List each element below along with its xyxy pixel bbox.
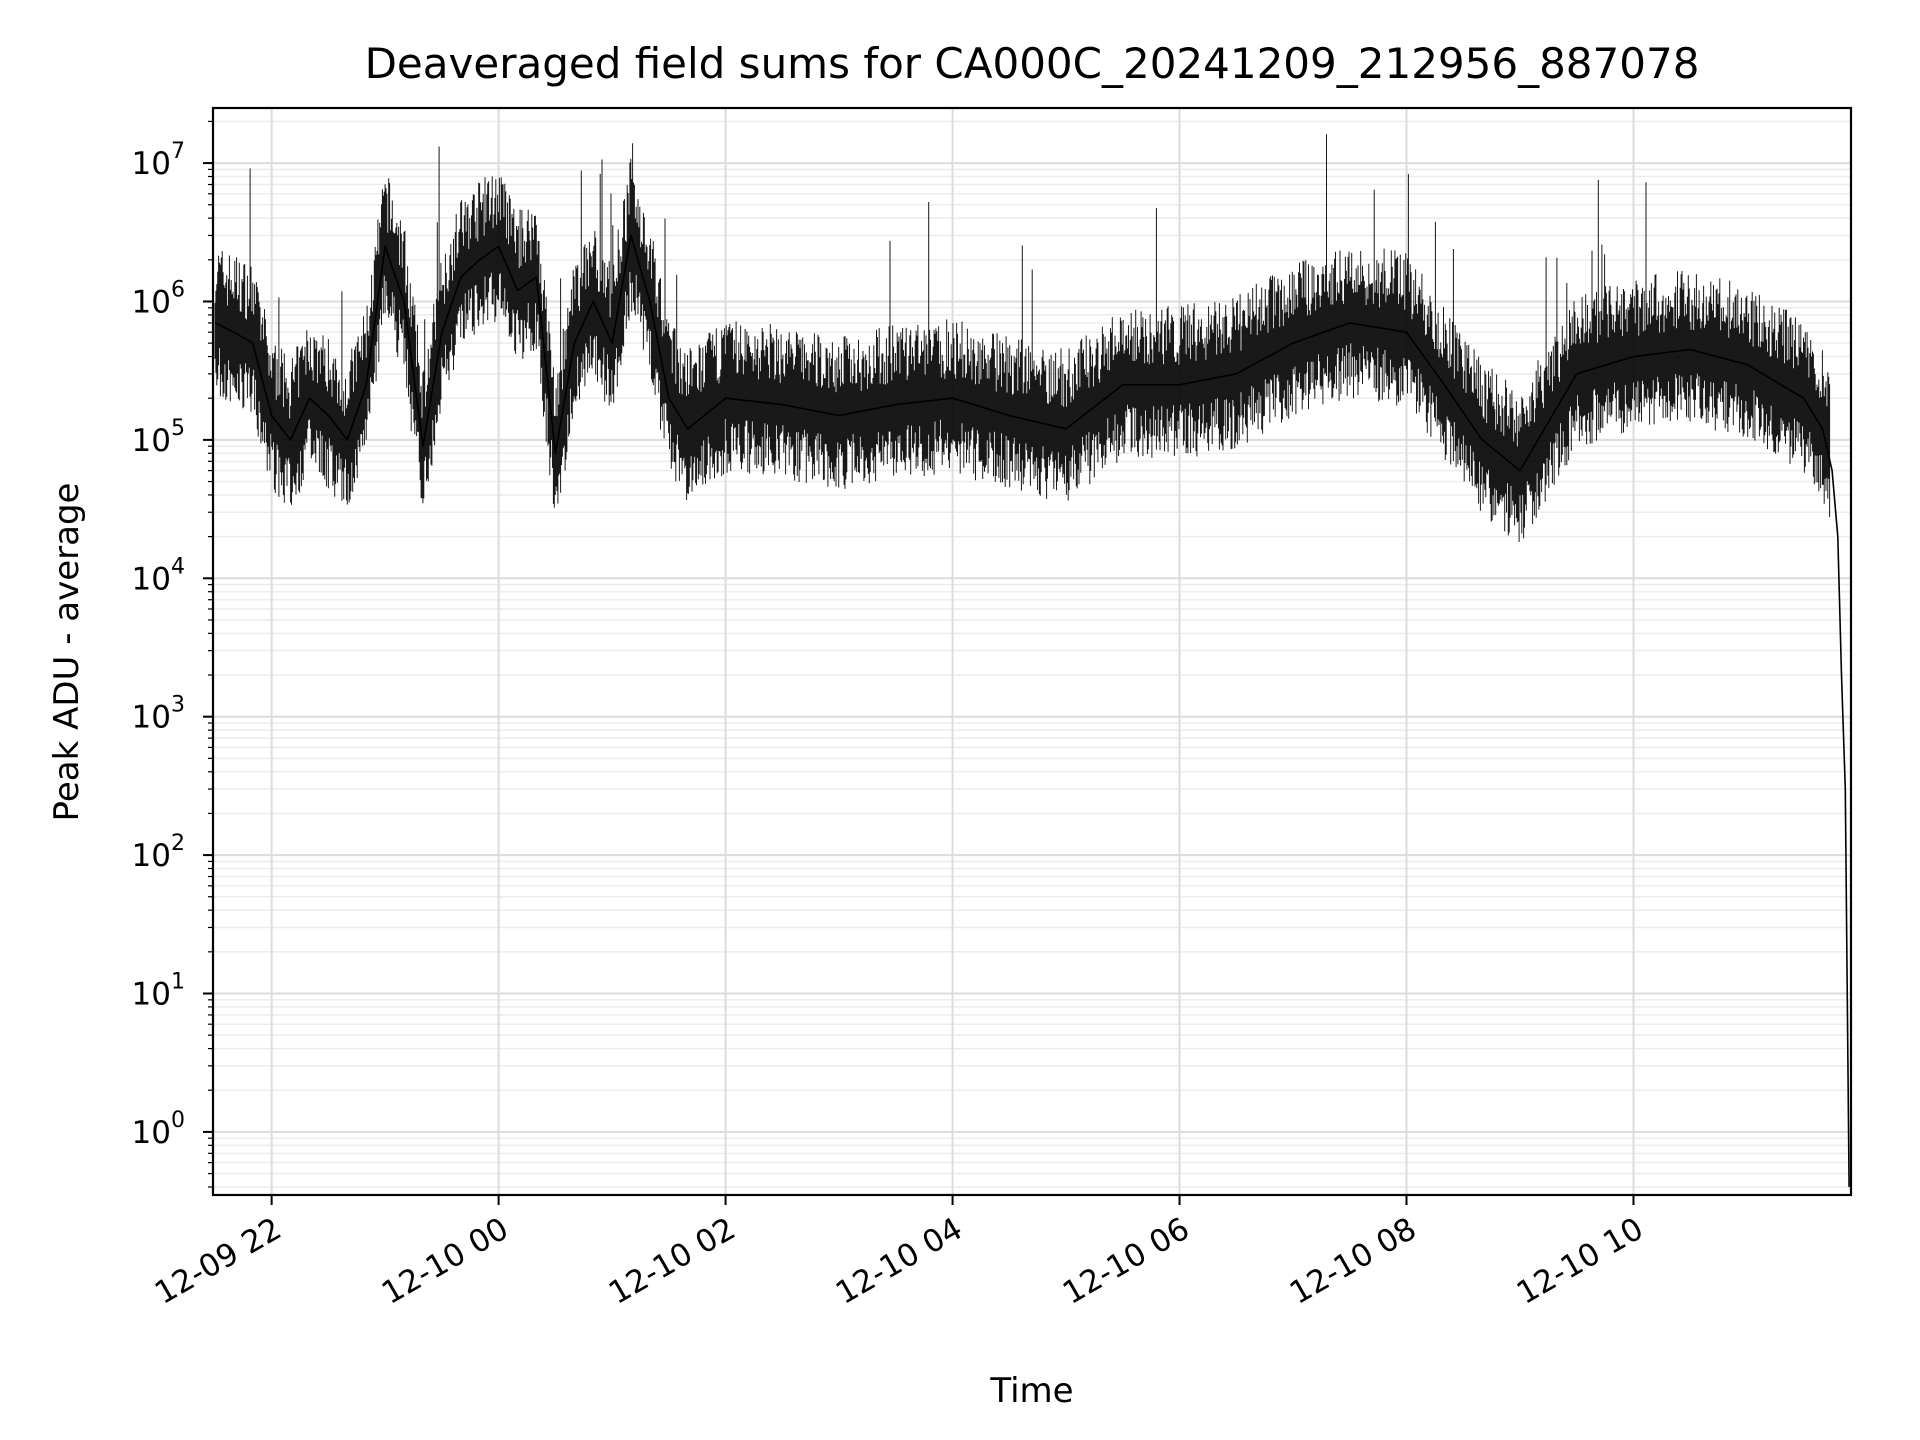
x-tick-label: 12-10 00 <box>376 1211 515 1312</box>
y-tick-label: 101 <box>132 969 185 1012</box>
grid-lines <box>213 108 1851 1195</box>
y-tick-label: 104 <box>132 554 185 597</box>
chart-title: Deaveraged field sums for CA000C_2024120… <box>365 39 1700 88</box>
x-tick-label: 12-10 04 <box>830 1211 969 1312</box>
y-tick-label: 106 <box>132 277 185 320</box>
y-tick-label: 102 <box>132 831 185 874</box>
y-tick-label: 105 <box>132 416 185 459</box>
x-tick-label: 12-10 06 <box>1057 1211 1196 1312</box>
x-tick-label: 12-10 08 <box>1284 1211 1423 1312</box>
y-tick-label: 107 <box>132 139 185 182</box>
x-tick-label: 12-10 02 <box>603 1211 742 1312</box>
x-axis-label: Time <box>989 1371 1073 1411</box>
x-tick-label: 12-10 10 <box>1511 1211 1650 1312</box>
y-tick-label: 100 <box>132 1108 185 1151</box>
plot-frame <box>211 106 1853 1197</box>
y-tick-label: 103 <box>132 693 185 736</box>
series-group <box>214 134 1850 1188</box>
x-tick-label: 12-09 22 <box>149 1211 288 1312</box>
series-noise <box>214 134 1831 542</box>
y-axis-label: Peak ADU - average <box>47 483 87 822</box>
